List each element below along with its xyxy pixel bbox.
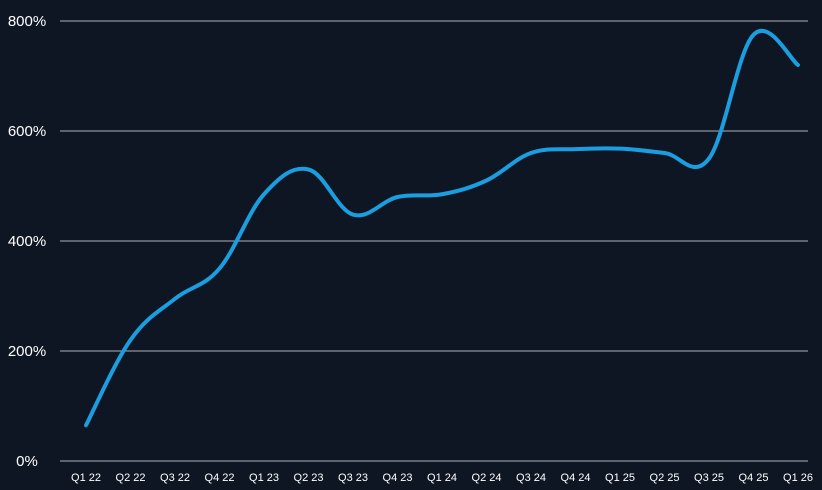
x-tick-label: Q3 22 xyxy=(160,472,190,484)
y-axis-ticks: 0% 200% 400% 600% 800% xyxy=(8,13,46,470)
x-tick-label: Q4 22 xyxy=(205,472,235,484)
series-layer xyxy=(84,29,800,428)
x-tick-label: Q2 25 xyxy=(650,472,680,484)
x-tick-label: Q4 25 xyxy=(739,472,769,484)
y-tick-label: 200% xyxy=(8,343,46,360)
x-tick-label: Q3 25 xyxy=(694,472,724,484)
y-tick-label: 600% xyxy=(8,123,46,140)
x-tick-label: Q1 25 xyxy=(605,472,635,484)
x-axis-ticks: Q1 22 Q2 22 Q3 22 Q4 22 Q1 23 Q2 23 Q3 23 Q4 23… xyxy=(71,472,813,484)
y-tick-label: 400% xyxy=(8,233,46,250)
x-tick-label: Q3 24 xyxy=(516,472,546,484)
x-tick-label: Q2 24 xyxy=(472,472,502,484)
x-tick-label: Q2 22 xyxy=(116,472,146,484)
x-tick-label: Q4 23 xyxy=(383,472,413,484)
x-tick-label: Q1 26 xyxy=(783,472,813,484)
y-tick-label: 800% xyxy=(8,13,46,30)
y-tick-label: 0% xyxy=(16,453,38,470)
gridlines xyxy=(60,20,808,462)
x-tick-label: Q1 23 xyxy=(249,472,279,484)
x-tick-label: Q4 24 xyxy=(561,472,591,484)
x-tick-label: Q1 22 xyxy=(71,472,101,484)
x-tick-label: Q2 23 xyxy=(294,472,324,484)
series-line xyxy=(84,29,800,428)
x-tick-label: Q1 24 xyxy=(427,472,457,484)
x-tick-label: Q3 23 xyxy=(338,472,368,484)
